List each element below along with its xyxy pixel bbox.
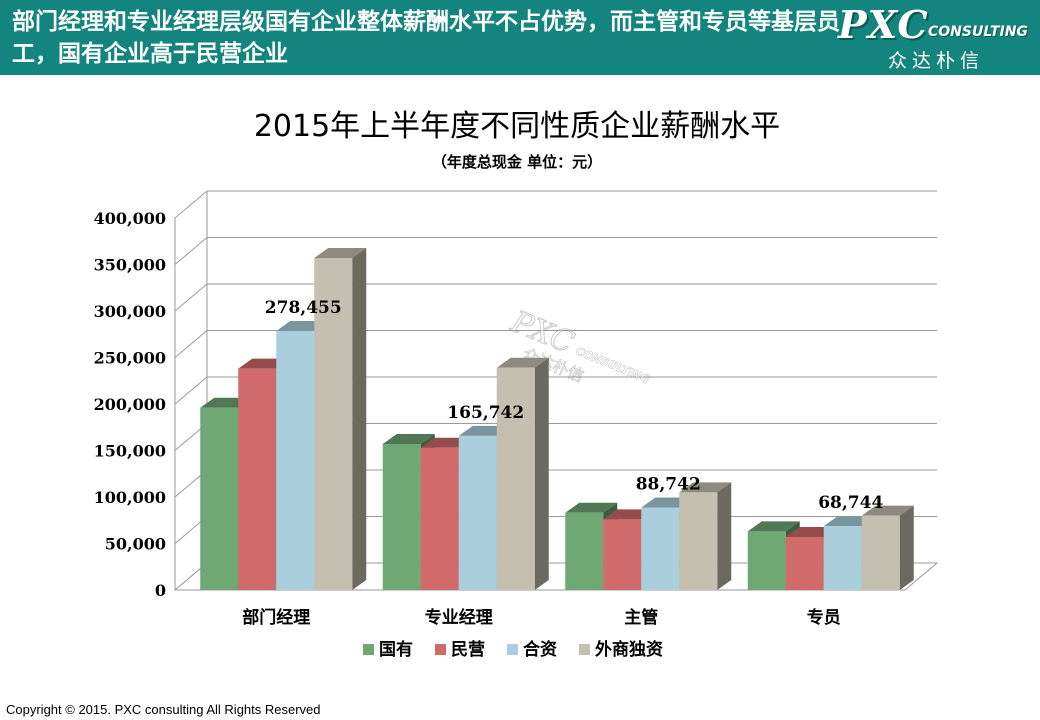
bar: [679, 482, 732, 590]
legend-swatch: [579, 644, 590, 655]
bar-front: [747, 531, 786, 590]
bar-front: [314, 257, 353, 590]
gridline-side: [174, 283, 208, 312]
bar-front: [603, 519, 642, 590]
logo-main-text: PXC: [838, 2, 929, 47]
bar-front: [200, 407, 239, 590]
gridline-side: [174, 190, 208, 219]
x-tick-label: 部门经理: [242, 607, 310, 628]
data-labels: 278,455 165,742 88,742 68,744: [265, 298, 884, 513]
gridline-side: [174, 376, 208, 405]
legend-label: 合资: [523, 639, 557, 660]
bar-top: [565, 502, 618, 513]
bar-front: [565, 512, 604, 590]
bar-front: [823, 526, 862, 590]
bar-side: [534, 357, 549, 590]
bar-front: [276, 331, 315, 590]
data-label: 68,744: [818, 493, 883, 513]
chart-subtitle: （年度总现金 单位：元）: [432, 153, 602, 171]
legend-swatch: [507, 644, 518, 655]
bar-side: [717, 482, 732, 590]
data-label: 278,455: [265, 298, 342, 318]
bar-top: [747, 521, 800, 532]
y-tick-label: 100,000: [94, 488, 166, 507]
bar-front: [420, 447, 459, 590]
logo-chinese-text: 众达朴信: [888, 50, 985, 72]
y-tick-label: 50,000: [105, 535, 166, 554]
copyright-text: Copyright © 2015. PXC consulting All Rig…: [6, 702, 321, 717]
bar: [314, 247, 367, 591]
bars: [200, 247, 914, 591]
legend-label: 民营: [451, 639, 485, 660]
x-tick-label: 专业经理: [425, 607, 493, 628]
gridline-side: [174, 237, 208, 265]
chart-title: 2015年上半年度不同性质企业薪酬水平: [254, 109, 780, 144]
axes: 0 50,000 100,000 150,000 200,000 250,000 300,0…: [94, 209, 841, 628]
bar: [496, 357, 549, 590]
legend-label: 外商独资: [595, 639, 663, 660]
y-tick-label: 350,000: [94, 256, 166, 275]
logo-sub-text: CONSULTING: [928, 24, 1028, 40]
y-tick-label: 400,000: [94, 209, 166, 228]
legend: 国有 民营 合资 外商独资: [363, 639, 663, 660]
x-tick-label: 主管: [624, 607, 658, 628]
legend-item: 合资: [507, 639, 557, 660]
legend-item: 外商独资: [579, 639, 663, 660]
bar-top: [314, 247, 367, 258]
y-tick-label: 0: [155, 581, 166, 600]
bar-front: [496, 367, 535, 590]
y-tick-label: 300,000: [94, 302, 166, 321]
headline: 部门经理和专业经理层级国有企业整体薪酬水平不占优势，而主管和专员等基层员工，国有…: [12, 9, 840, 67]
bar: [861, 505, 914, 590]
bar-front: [238, 368, 277, 590]
legend-item: 民营: [435, 639, 485, 660]
bar-side: [352, 247, 367, 591]
bar-chart: 2015年上半年度不同性质企业薪酬水平 （年度总现金 单位：元） 0 50,000…: [94, 109, 939, 660]
legend-item: 国有: [363, 639, 413, 660]
data-label: 165,742: [447, 403, 524, 423]
legend-swatch: [435, 644, 446, 655]
bar-side: [899, 505, 914, 590]
legend-label: 国有: [379, 639, 413, 660]
gridline-side: [174, 330, 208, 358]
legend-swatch: [363, 644, 374, 655]
bar-front: [861, 515, 900, 590]
bar-top: [496, 357, 549, 368]
y-tick-label: 150,000: [94, 442, 166, 461]
bar-top: [679, 482, 732, 493]
y-tick-label: 200,000: [94, 395, 166, 414]
bar-front: [458, 435, 497, 590]
bar-top: [382, 433, 435, 444]
x-tick-label: 专员: [807, 607, 841, 628]
data-label: 88,742: [636, 474, 701, 494]
bar-front: [785, 536, 824, 590]
y-tick-label: 250,000: [94, 349, 166, 368]
bar-front: [679, 492, 718, 590]
bar-front: [382, 443, 421, 590]
bar-top: [861, 505, 914, 516]
header-banner: 部门经理和专业经理层级国有企业整体薪酬水平不占优势，而主管和专员等基层员工，国有…: [0, 0, 1040, 75]
bar-front: [641, 507, 680, 590]
